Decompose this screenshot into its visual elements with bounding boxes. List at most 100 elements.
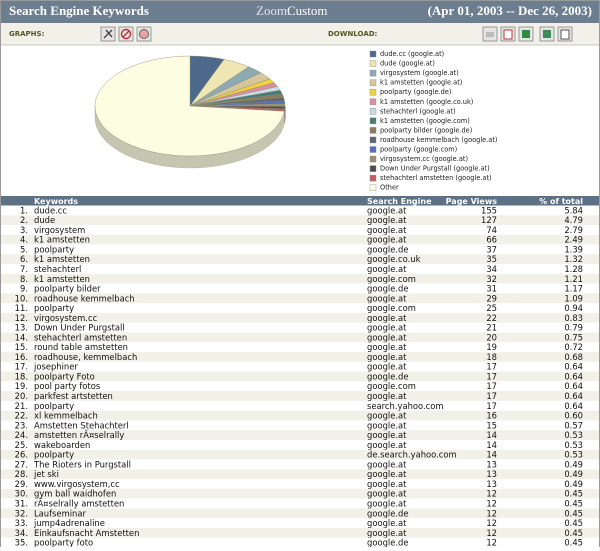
rank: 3. xyxy=(20,225,28,235)
legend-swatch xyxy=(370,137,376,143)
table-row xyxy=(1,440,599,450)
page-views: 12 xyxy=(486,498,497,508)
keyword: virgosystem xyxy=(34,225,85,235)
search-engine: google.at xyxy=(367,352,407,362)
page-views: 66 xyxy=(486,235,497,245)
keyword: virgosystem.cc xyxy=(34,313,98,323)
rank: 13. xyxy=(15,323,28,333)
percent: 0.49 xyxy=(564,459,583,469)
keyword: Laufseminar xyxy=(34,508,86,518)
legend-swatch xyxy=(370,147,376,153)
legend-swatch xyxy=(370,127,376,133)
keyword: gym ball waidhofen xyxy=(34,489,116,499)
rank: 8. xyxy=(20,274,28,284)
percent: 0.45 xyxy=(564,518,583,528)
page-views: 19 xyxy=(486,342,497,352)
keyword: poolparty xyxy=(34,450,74,460)
keyword: The Rioters in Purgstall xyxy=(33,459,131,469)
legend-label: stehachterl (google.at) xyxy=(380,107,456,115)
percent: 0.57 xyxy=(564,420,583,430)
keyword: roadhouse, kemmelbach xyxy=(34,352,137,362)
keyword: Down Under Purgstall xyxy=(34,323,125,333)
keyword: poolparty xyxy=(34,401,74,411)
page-views: 17 xyxy=(486,371,497,381)
percent: 0.53 xyxy=(564,440,583,450)
search-engine: google.com xyxy=(367,274,416,284)
rank: 35. xyxy=(15,538,28,547)
icon-glyph xyxy=(486,32,494,37)
page-views: 17 xyxy=(486,381,497,391)
rank: 17. xyxy=(15,362,28,372)
legend-label: Other xyxy=(380,184,399,192)
keyword: pool party fotos xyxy=(34,381,100,391)
keyword: poolparty Foto xyxy=(34,371,95,381)
search-engine: google.at xyxy=(367,342,407,352)
rank: 18. xyxy=(15,371,28,381)
page-views: 34 xyxy=(486,264,497,274)
page-views: 12 xyxy=(486,518,497,528)
page-views: 13 xyxy=(486,469,497,479)
page-views: 15 xyxy=(486,420,497,430)
page-views: 37 xyxy=(486,244,497,254)
page-views: 29 xyxy=(486,293,497,303)
legend-label: poolparty bilder (google.de) xyxy=(380,126,472,134)
rank: 29. xyxy=(15,479,28,489)
rank: 5. xyxy=(20,244,28,254)
percent: 0.72 xyxy=(564,342,583,352)
percent: 1.39 xyxy=(564,244,583,254)
search-engine: google.de xyxy=(367,371,409,381)
rank: 7. xyxy=(20,264,28,274)
zoom-label: Zoom: xyxy=(256,3,291,18)
keyword: poolparty foto xyxy=(34,538,93,547)
legend-swatch xyxy=(370,118,376,124)
search-engine: google.de xyxy=(367,284,409,294)
search-engine: google.at xyxy=(367,215,407,225)
page-views: 12 xyxy=(486,489,497,499)
page-views: 16 xyxy=(486,411,497,421)
legend-label: dude (google.at) xyxy=(380,60,435,68)
table-row xyxy=(1,362,599,372)
search-engine: google.at xyxy=(367,313,407,323)
page-views: 13 xyxy=(486,479,497,489)
table-row xyxy=(1,215,599,225)
icon-glyph xyxy=(543,30,551,38)
keyword: jump4adrenaline xyxy=(33,518,105,528)
percent: 1.09 xyxy=(564,293,583,303)
search-engine: google.at xyxy=(367,479,407,489)
table-row xyxy=(1,274,599,284)
search-engine: google.de xyxy=(367,508,409,518)
legend-label: virgosystem.cc (google.at) xyxy=(380,155,468,163)
page-views: 14 xyxy=(486,430,497,440)
icon-glyph xyxy=(561,30,569,39)
percent: 0.79 xyxy=(564,323,583,333)
page-views: 18 xyxy=(486,352,497,362)
percent: 0.64 xyxy=(564,401,583,411)
legend-label: roadhouse kemmelbach (google.at) xyxy=(380,136,498,144)
page-views: 12 xyxy=(486,508,497,518)
icon-glyph xyxy=(504,30,512,39)
table-row xyxy=(1,254,599,264)
page-views: 22 xyxy=(486,313,497,323)
page-views: 17 xyxy=(486,362,497,372)
percent: 0.45 xyxy=(564,498,583,508)
rank: 28. xyxy=(15,469,28,479)
search-engine: google.at xyxy=(367,411,407,421)
rank: 21. xyxy=(15,401,28,411)
legend-swatch xyxy=(370,51,376,57)
page-views: 14 xyxy=(486,450,497,460)
page-views: 21 xyxy=(486,323,497,333)
percent: 1.21 xyxy=(564,274,583,284)
search-engine: google.at xyxy=(367,235,407,245)
page-views: 14 xyxy=(486,440,497,450)
table-row xyxy=(1,245,599,255)
legend-swatch xyxy=(370,80,376,86)
rank: 16. xyxy=(15,352,28,362)
percent: 0.64 xyxy=(564,381,583,391)
search-engine: google.de xyxy=(367,244,409,254)
rank: 31. xyxy=(15,498,28,508)
rank: 15. xyxy=(15,342,28,352)
zoom-value[interactable]: Custom xyxy=(287,3,327,18)
page-views: 20 xyxy=(486,332,497,342)
